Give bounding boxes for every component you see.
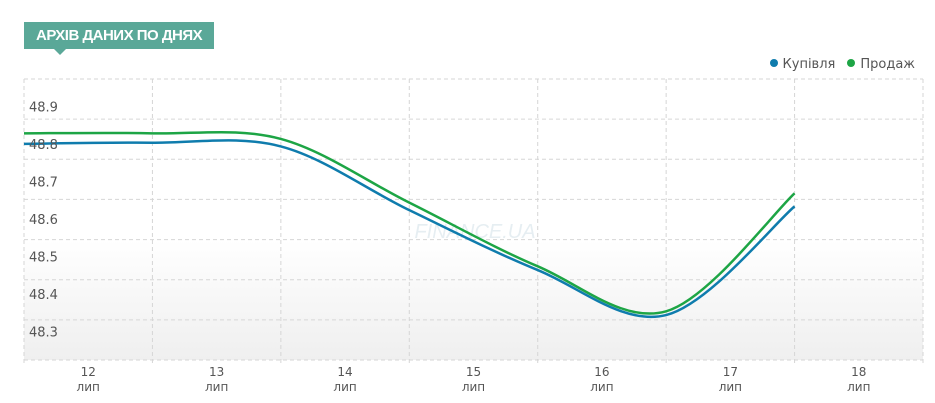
y-tick-label: 48.7 — [29, 175, 58, 190]
legend-dot — [847, 59, 856, 67]
x-tick-sublabel: лип — [847, 380, 870, 394]
legend-item-buy[interactable]: Купівля — [769, 57, 835, 72]
x-tick-label: 16 — [594, 365, 609, 379]
x-tick-sublabel: лип — [719, 380, 742, 394]
legend: Купівля Продаж — [769, 57, 915, 72]
series-line-Купівля — [23, 139, 796, 318]
x-tick-sublabel: лип — [333, 380, 356, 394]
y-tick-label: 48.9 — [29, 100, 58, 115]
y-tick-label: 48.8 — [29, 138, 58, 153]
y-tick-label: 48.3 — [29, 325, 58, 340]
x-tick-sublabel: лип — [77, 380, 100, 394]
plot-background — [24, 240, 923, 360]
legend-item-sell[interactable]: Продаж — [847, 57, 915, 72]
x-tick-label: 18 — [851, 365, 866, 379]
chart-title-badge: АРХІВ ДАНИХ ПО ДНЯХ — [24, 22, 215, 55]
x-tick-label: 13 — [209, 365, 224, 379]
series-line-Продаж — [23, 130, 796, 315]
x-tick-sublabel: лип — [590, 380, 613, 394]
y-tick-label: 48.6 — [29, 213, 58, 228]
x-tick-label: 12 — [81, 365, 96, 379]
watermark: FINANCE.UA — [414, 221, 535, 243]
x-tick-sublabel: лип — [462, 380, 485, 394]
x-tick-label: 14 — [337, 365, 352, 379]
x-tick-label: 17 — [723, 365, 738, 379]
legend-dot — [769, 59, 778, 67]
y-tick-label: 48.5 — [29, 250, 58, 265]
x-tick-sublabel: лип — [205, 380, 228, 394]
y-tick-label: 48.4 — [29, 288, 58, 303]
x-tick-label: 15 — [466, 365, 481, 379]
